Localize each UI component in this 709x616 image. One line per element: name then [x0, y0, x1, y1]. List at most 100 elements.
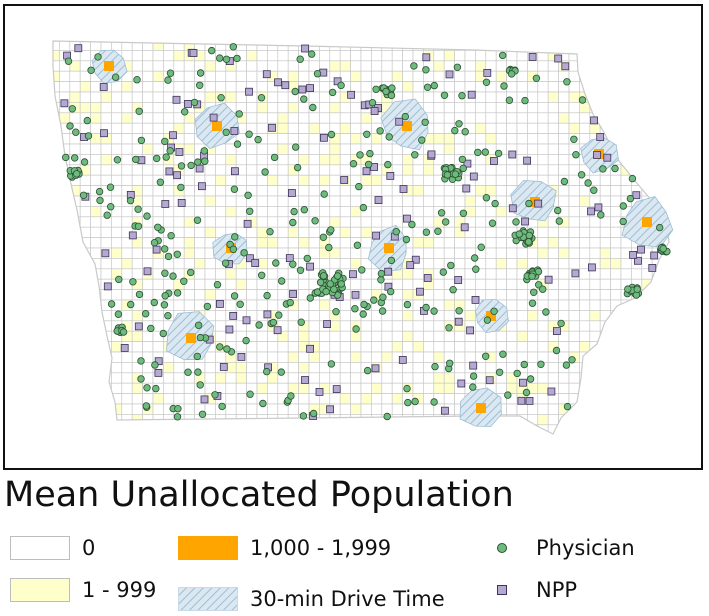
physician-marker — [309, 409, 318, 418]
grid-cell — [641, 403, 653, 415]
grid-cell — [90, 351, 102, 363]
grid-cell-low — [277, 143, 289, 155]
grid-cell — [90, 226, 102, 238]
physician-marker — [84, 132, 93, 140]
grid-cell-low — [495, 206, 507, 218]
grid-cell — [194, 247, 206, 259]
grid-cell — [599, 372, 611, 384]
grid-cell — [69, 351, 81, 363]
physician-marker — [370, 296, 378, 304]
grid-cell — [204, 174, 216, 186]
physician-marker — [349, 159, 358, 168]
grid-cell — [433, 195, 445, 207]
npp-marker — [332, 385, 341, 394]
physician-marker — [383, 412, 391, 421]
grid-cell — [402, 414, 414, 426]
grid-cell — [662, 133, 669, 145]
grid-cell — [339, 403, 351, 415]
grid-cell — [673, 269, 683, 279]
grid-cell — [329, 164, 341, 176]
grid-cell — [568, 258, 580, 270]
physician-marker — [378, 307, 387, 315]
physician-marker — [469, 383, 477, 391]
physician-marker — [159, 329, 167, 338]
grid-cell — [620, 310, 632, 322]
grid-cell — [662, 154, 669, 166]
grid-cell — [90, 341, 102, 353]
grid-cell — [350, 372, 362, 384]
grid-cell — [641, 91, 653, 103]
physician-marker — [403, 300, 412, 309]
physician-marker — [513, 369, 521, 378]
grid-cell — [568, 164, 580, 176]
grid-cell — [610, 206, 622, 218]
grid-cell — [256, 278, 268, 290]
physician-marker — [404, 398, 412, 407]
grid-cell-low — [443, 133, 455, 145]
grid-cell — [558, 143, 570, 155]
physician-marker — [320, 190, 328, 198]
physician-marker — [358, 266, 366, 274]
grid-cell — [53, 320, 60, 332]
grid-cell — [527, 102, 539, 114]
npp-marker — [101, 249, 110, 258]
grid-cell-low — [319, 174, 331, 186]
grid-cell — [183, 382, 195, 394]
physician-marker — [402, 235, 411, 244]
grid-cell — [610, 60, 622, 72]
grid-cell — [381, 393, 393, 405]
grid-cell — [402, 341, 414, 353]
grid-cell — [329, 372, 341, 384]
npp-marker — [128, 231, 137, 240]
grid-cell — [79, 174, 91, 186]
grid-cell — [111, 41, 123, 51]
grid-cell — [620, 403, 632, 415]
grid-cell — [454, 351, 466, 363]
grid-cell — [152, 91, 164, 103]
grid-cell — [651, 424, 663, 434]
physician-marker — [624, 285, 632, 293]
physician-marker — [521, 96, 529, 105]
physician-marker — [166, 69, 175, 77]
grid-cell — [631, 102, 643, 114]
physician-marker — [377, 269, 386, 278]
grid-cell — [298, 70, 310, 82]
grid-cell — [225, 372, 237, 384]
grid-cell — [59, 330, 71, 342]
npp-marker — [402, 214, 411, 223]
grid-cell — [673, 165, 683, 175]
physician-marker — [408, 220, 416, 229]
grid-cell-low — [495, 258, 507, 270]
npp-marker — [340, 176, 349, 184]
grid-cell-low — [319, 299, 331, 311]
grid-cell — [152, 424, 164, 434]
grid-cell — [277, 216, 289, 228]
grid-cell — [69, 289, 81, 301]
grid-cell — [412, 268, 424, 280]
physician-marker-icon — [488, 541, 516, 555]
grid-cell — [121, 310, 133, 322]
grid-cell — [53, 112, 60, 124]
grid-cell — [611, 435, 621, 445]
physician-marker — [296, 266, 305, 274]
grid-cell — [433, 258, 445, 270]
physician-marker — [584, 179, 592, 187]
npp-marker — [416, 287, 424, 296]
grid-cell — [59, 435, 69, 445]
npp-marker — [485, 376, 494, 385]
grid-cell — [173, 216, 185, 228]
grid-cell — [371, 341, 383, 353]
grid-cell — [79, 351, 91, 363]
grid-cell — [152, 81, 164, 93]
physician-marker — [126, 196, 135, 205]
grid-cell-low — [267, 174, 279, 186]
grid-cell — [53, 133, 60, 145]
grid-cell — [537, 91, 549, 103]
grid-cell-low — [641, 278, 653, 290]
grid-cell — [246, 351, 258, 363]
physician-marker — [272, 259, 280, 267]
npp-marker — [422, 53, 431, 62]
grid-cell — [183, 299, 195, 311]
grid-cell — [516, 310, 528, 322]
grid-cell — [59, 393, 71, 405]
